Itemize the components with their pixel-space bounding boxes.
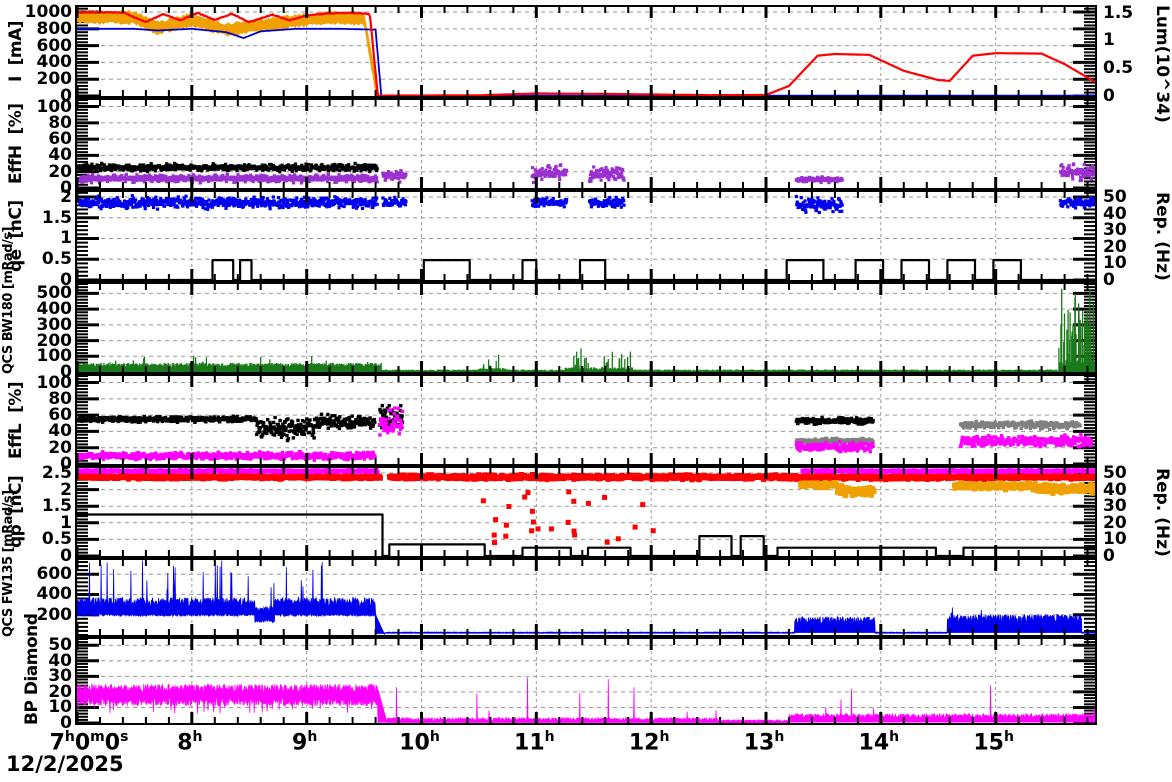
ytick-current-luminosity: 600 bbox=[36, 35, 73, 56]
ytick-qcs-bw180: 200 bbox=[36, 330, 73, 351]
ytick-efficiency-her: 20 bbox=[48, 161, 72, 182]
ytick-current-luminosity: 1000 bbox=[24, 2, 72, 23]
panel-bp-diamond bbox=[75, 637, 1097, 725]
right-ytick-charge-positron: 0 bbox=[1103, 546, 1115, 566]
ytick-charge-positron: 2.5 bbox=[41, 462, 72, 483]
right-ytick-charge-positron: 40 bbox=[1103, 479, 1127, 500]
right-ytick-current-luminosity: 1.5 bbox=[1103, 2, 1134, 23]
ytick-current-luminosity: 0 bbox=[60, 86, 72, 106]
xtick-8: 15h bbox=[973, 729, 1014, 756]
ylabel-efficiency-her: EffH [%] bbox=[6, 103, 26, 185]
ylabel-qcs-fw135: QCS FW135 [mRad/s] bbox=[1, 490, 16, 637]
ytick-qcs-fw135: 200 bbox=[36, 604, 73, 625]
ytick-charge-positron: 0 bbox=[60, 546, 72, 566]
ytick-bp-diamond: 50 bbox=[48, 635, 72, 656]
ytick-efficiency-her: 60 bbox=[48, 129, 72, 150]
right-ytick-charge-positron: 20 bbox=[1103, 512, 1127, 533]
right-ytick-charge-electron: 40 bbox=[1103, 203, 1127, 224]
date-stamp: 12/2/2025 bbox=[6, 752, 124, 776]
right-ytick-charge-electron: 20 bbox=[1103, 236, 1127, 257]
xtick-2: 9h bbox=[292, 729, 318, 756]
ytick-bp-diamond: 40 bbox=[48, 650, 72, 671]
ylabel-current-luminosity: I [mA] bbox=[6, 20, 26, 83]
ytick-qcs-bw180: 100 bbox=[36, 346, 73, 367]
xtick-4: 11h bbox=[514, 729, 555, 756]
ytick-bp-diamond: 10 bbox=[48, 697, 72, 718]
panel-charge-positron bbox=[75, 466, 1097, 558]
ytick-bp-diamond: 0 bbox=[60, 713, 72, 733]
ylabel-qcs-bw180: QCS BW180 [mRad/s] bbox=[1, 227, 16, 374]
plot-area-qcs-fw135 bbox=[77, 560, 1095, 635]
plot-area-charge-electron bbox=[77, 192, 1095, 280]
ytick-charge-positron: 1.5 bbox=[41, 496, 72, 517]
ytick-bp-diamond: 20 bbox=[48, 681, 72, 702]
right-ylabel-charge-positron: Rep. (Hz) bbox=[1152, 467, 1172, 557]
right-ytick-charge-electron: 0 bbox=[1103, 270, 1115, 290]
ytick-current-luminosity: 200 bbox=[36, 69, 73, 90]
ytick-charge-positron: 2 bbox=[60, 479, 72, 500]
panel-qcs-bw180 bbox=[75, 282, 1097, 374]
ytick-qcs-fw135: 600 bbox=[36, 564, 73, 585]
right-ytick-charge-positron: 50 bbox=[1103, 462, 1127, 483]
ytick-charge-electron: 1.5 bbox=[41, 207, 72, 228]
panel-qcs-fw135 bbox=[75, 558, 1097, 637]
ytick-efficiency-ler: 40 bbox=[48, 421, 72, 442]
ytick-charge-positron: 0.5 bbox=[41, 529, 72, 550]
right-ytick-charge-positron: 10 bbox=[1103, 529, 1127, 550]
right-ylabel-current-luminosity: Lum(10^34) bbox=[1152, 5, 1172, 123]
xtick-0: 7h0m0s bbox=[49, 729, 129, 756]
ytick-bp-diamond: 30 bbox=[48, 666, 72, 687]
ytick-current-luminosity: 400 bbox=[36, 52, 73, 73]
plot-area-efficiency-her bbox=[77, 100, 1095, 188]
ytick-efficiency-ler: 0 bbox=[60, 454, 72, 474]
ytick-qcs-bw180: 400 bbox=[36, 299, 73, 320]
panel-efficiency-ler bbox=[75, 374, 1097, 466]
ytick-charge-electron: 0 bbox=[60, 270, 72, 290]
xtick-3: 10h bbox=[399, 729, 440, 756]
right-ytick-current-luminosity: 0 bbox=[1103, 86, 1115, 106]
xtick-1: 8h bbox=[177, 729, 203, 756]
right-ytick-charge-electron: 30 bbox=[1103, 220, 1127, 241]
xtick-7: 14h bbox=[858, 729, 900, 756]
ytick-efficiency-her: 40 bbox=[48, 145, 72, 166]
ylabel-efficiency-ler: EffL [%] bbox=[6, 381, 26, 459]
plot-area-efficiency-ler bbox=[77, 376, 1095, 464]
ytick-qcs-fw135: 400 bbox=[36, 584, 73, 605]
panel-efficiency-her bbox=[75, 98, 1097, 190]
ytick-qcs-bw180: 300 bbox=[36, 314, 73, 335]
ytick-qcs-bw180: 500 bbox=[36, 283, 73, 304]
ytick-charge-electron: 2 bbox=[60, 186, 72, 207]
right-ytick-current-luminosity: 1 bbox=[1103, 30, 1115, 51]
right-ytick-charge-electron: 10 bbox=[1103, 253, 1127, 274]
panel-current-luminosity bbox=[75, 5, 1097, 98]
ytick-charge-positron: 1 bbox=[60, 512, 72, 533]
ylabel-bp-diamond: BP Diamond bbox=[22, 613, 42, 725]
ytick-current-luminosity: 800 bbox=[36, 18, 73, 39]
plot-area-charge-positron bbox=[77, 468, 1095, 556]
right-ylabel-charge-electron: Rep. (Hz) bbox=[1152, 191, 1172, 281]
ytick-efficiency-ler: 80 bbox=[48, 388, 72, 409]
right-ytick-charge-positron: 30 bbox=[1103, 496, 1127, 517]
ytick-efficiency-her: 80 bbox=[48, 112, 72, 133]
ytick-efficiency-her: 100 bbox=[36, 96, 73, 117]
plot-area-current-luminosity bbox=[77, 7, 1095, 96]
right-ytick-charge-electron: 50 bbox=[1103, 186, 1127, 207]
ytick-efficiency-ler: 100 bbox=[36, 372, 73, 393]
ytick-charge-electron: 1 bbox=[60, 228, 72, 249]
panel-charge-electron bbox=[75, 190, 1097, 282]
plot-area-bp-diamond bbox=[77, 639, 1095, 723]
ytick-efficiency-her: 0 bbox=[60, 178, 72, 198]
right-ytick-current-luminosity: 0.5 bbox=[1103, 58, 1134, 79]
plot-area-qcs-bw180 bbox=[77, 284, 1095, 372]
xtick-6: 13h bbox=[743, 729, 785, 756]
ytick-charge-electron: 0.5 bbox=[41, 249, 72, 270]
ytick-qcs-bw180: 0 bbox=[60, 362, 72, 382]
xtick-5: 12h bbox=[628, 729, 670, 756]
ytick-efficiency-ler: 60 bbox=[48, 405, 72, 426]
ytick-efficiency-ler: 20 bbox=[48, 437, 72, 458]
